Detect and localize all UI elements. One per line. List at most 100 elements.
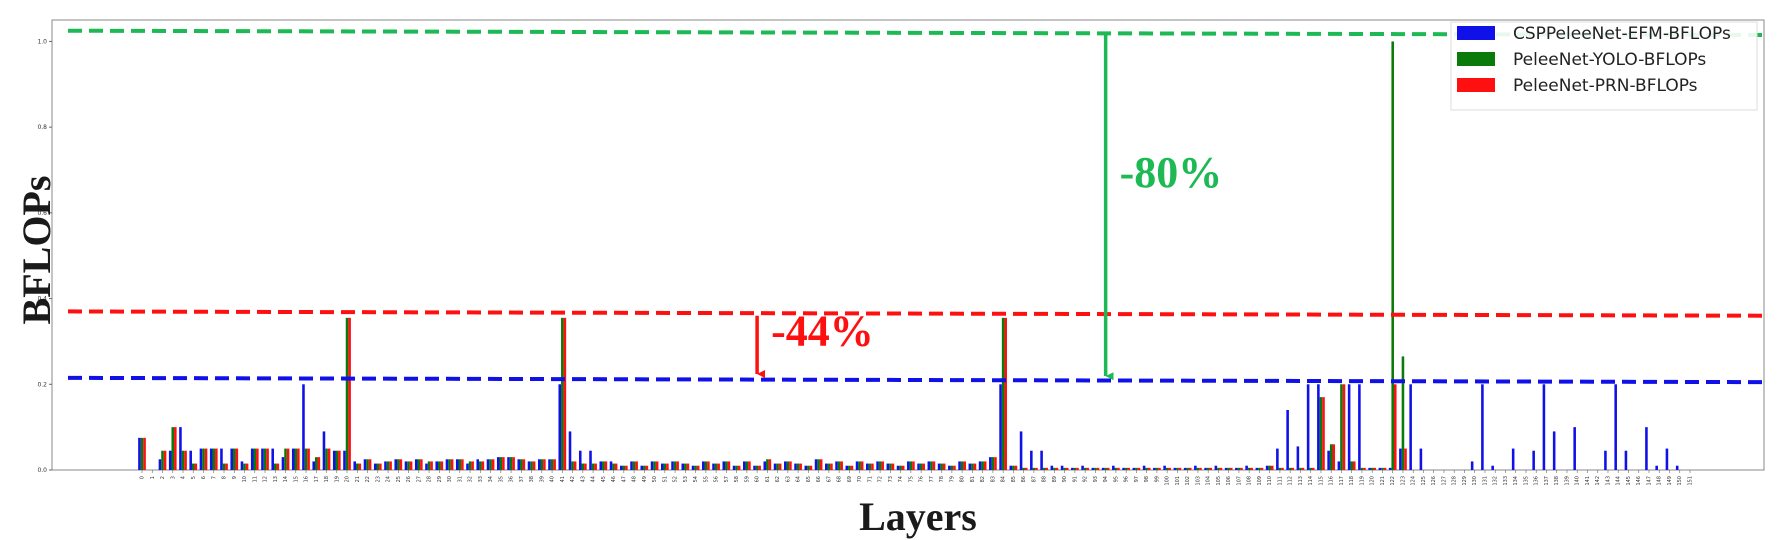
bar-CSPPeleeNet-EFM-BFLOPs-50 bbox=[650, 461, 654, 470]
bar-PeleeNet-YOLO-BFLOPs-30 bbox=[448, 459, 451, 470]
bar-PeleeNet-PRN-BFLOPs-23 bbox=[379, 463, 382, 470]
bar-PeleeNet-PRN-BFLOPs-40 bbox=[553, 459, 556, 470]
bar-PeleeNet-PRN-BFLOPs-122 bbox=[1393, 384, 1397, 470]
x-tick-label: 79 bbox=[949, 476, 955, 482]
x-tick-label: 145 bbox=[1626, 476, 1632, 486]
bar-PeleeNet-PRN-BFLOPs-10 bbox=[245, 463, 249, 470]
legend-swatch bbox=[1457, 78, 1495, 92]
bar-PeleeNet-YOLO-BFLOPs-10 bbox=[243, 463, 246, 470]
bar-PeleeNet-PRN-BFLOPs-111 bbox=[1281, 467, 1284, 470]
bar-CSPPeleeNet-EFM-BFLOPs-42 bbox=[568, 431, 572, 470]
bar-PeleeNet-YOLO-BFLOPs-39 bbox=[540, 459, 544, 470]
bar-PeleeNet-YOLO-BFLOPs-13 bbox=[273, 463, 277, 470]
x-tick-label: 19 bbox=[334, 476, 340, 482]
bar-PeleeNet-YOLO-BFLOPs-99 bbox=[1155, 467, 1159, 470]
bar-PeleeNet-PRN-BFLOPs-85 bbox=[1014, 465, 1018, 470]
bar-PeleeNet-YOLO-BFLOPs-41 bbox=[561, 317, 564, 470]
x-tick-label: 95 bbox=[1113, 476, 1119, 482]
bar-CSPPeleeNet-EFM-BFLOPs-118 bbox=[1347, 384, 1351, 470]
bar-PeleeNet-YOLO-BFLOPs-12 bbox=[263, 448, 267, 470]
bar-CSPPeleeNet-EFM-BFLOPs-30 bbox=[445, 459, 449, 470]
bar-PeleeNet-PRN-BFLOPs-60 bbox=[758, 465, 761, 470]
x-tick-label: 88 bbox=[1042, 476, 1048, 482]
bar-CSPPeleeNet-EFM-BFLOPs-72 bbox=[876, 461, 879, 470]
bar-PeleeNet-PRN-BFLOPs-58 bbox=[737, 465, 741, 470]
bar-CSPPeleeNet-EFM-BFLOPs-101 bbox=[1173, 467, 1177, 470]
bar-CSPPeleeNet-EFM-BFLOPs-95 bbox=[1112, 465, 1115, 470]
bar-PeleeNet-PRN-BFLOPs-74 bbox=[901, 465, 905, 470]
x-tick-label: 81 bbox=[970, 476, 976, 482]
legend-box bbox=[1450, 21, 1758, 111]
bar-PeleeNet-YOLO-BFLOPs-44 bbox=[591, 463, 595, 470]
bar-PeleeNet-PRN-BFLOPs-26 bbox=[409, 461, 413, 470]
bar-CSPPeleeNet-EFM-BFLOPs-137 bbox=[1542, 384, 1546, 470]
bar-PeleeNet-PRN-BFLOPs-34 bbox=[491, 459, 495, 470]
x-tick-label: 132 bbox=[1493, 476, 1499, 486]
bar-PeleeNet-PRN-BFLOPs-38 bbox=[532, 461, 536, 470]
bar-PeleeNet-YOLO-BFLOPs-35 bbox=[499, 457, 503, 470]
x-tick-label: 1 bbox=[150, 476, 156, 479]
x-tick-label: 41 bbox=[560, 476, 566, 482]
x-tick-label: 73 bbox=[888, 476, 894, 482]
bar-PeleeNet-YOLO-BFLOPs-79 bbox=[950, 465, 954, 470]
x-tick-label: 107 bbox=[1236, 476, 1242, 486]
x-tick-label: 111 bbox=[1277, 476, 1283, 486]
bar-PeleeNet-PRN-BFLOPs-43 bbox=[584, 463, 587, 470]
x-tick-label: 42 bbox=[570, 476, 576, 482]
x-tick-label: 142 bbox=[1595, 476, 1601, 486]
bar-PeleeNet-YOLO-BFLOPs-48 bbox=[632, 461, 636, 470]
bar-CSPPeleeNet-EFM-BFLOPs-63 bbox=[784, 461, 787, 470]
bar-PeleeNet-YOLO-BFLOPs-60 bbox=[755, 465, 759, 470]
bar-PeleeNet-PRN-BFLOPs-56 bbox=[717, 463, 720, 470]
bar-PeleeNet-YOLO-BFLOPs-67 bbox=[827, 463, 831, 470]
bar-PeleeNet-YOLO-BFLOPs-2 bbox=[161, 450, 164, 470]
bar-PeleeNet-PRN-BFLOPs-100 bbox=[1168, 467, 1172, 470]
bar-CSPPeleeNet-EFM-BFLOPs-91 bbox=[1071, 467, 1074, 470]
bar-CSPPeleeNet-EFM-BFLOPs-92 bbox=[1081, 465, 1084, 470]
x-tick-label: 135 bbox=[1523, 476, 1529, 486]
bar-PeleeNet-PRN-BFLOPs-18 bbox=[327, 448, 331, 470]
bar-PeleeNet-YOLO-BFLOPs-34 bbox=[489, 459, 492, 470]
x-tick-label: 151 bbox=[1688, 476, 1694, 486]
bar-CSPPeleeNet-EFM-BFLOPs-115 bbox=[1317, 384, 1320, 470]
bar-CSPPeleeNet-EFM-BFLOPs-132 bbox=[1491, 465, 1494, 470]
x-tick-label: 108 bbox=[1247, 476, 1253, 486]
x-tick-label: 31 bbox=[457, 476, 463, 482]
bar-PeleeNet-PRN-BFLOPs-57 bbox=[727, 461, 731, 470]
bar-PeleeNet-YOLO-BFLOPs-107 bbox=[1237, 467, 1241, 470]
x-tick-label: 124 bbox=[1411, 476, 1417, 486]
bar-PeleeNet-YOLO-BFLOPs-77 bbox=[930, 461, 933, 470]
bar-PeleeNet-PRN-BFLOPs-30 bbox=[450, 459, 454, 470]
bar-CSPPeleeNet-EFM-BFLOPs-113 bbox=[1296, 446, 1300, 470]
bar-PeleeNet-PRN-BFLOPs-63 bbox=[789, 461, 792, 470]
bar-PeleeNet-YOLO-BFLOPs-29 bbox=[438, 461, 441, 470]
x-tick-label: 139 bbox=[1564, 476, 1570, 486]
bar-PeleeNet-YOLO-BFLOPs-32 bbox=[468, 461, 472, 470]
bar-PeleeNet-PRN-BFLOPs-87 bbox=[1035, 467, 1038, 470]
bar-PeleeNet-YOLO-BFLOPs-120 bbox=[1370, 467, 1374, 470]
bar-CSPPeleeNet-EFM-BFLOPs-24 bbox=[384, 461, 387, 470]
bar-PeleeNet-YOLO-BFLOPs-4 bbox=[181, 450, 185, 470]
reference-line-PeleeNet-PRN-BFLOPs bbox=[67, 309, 1765, 318]
bar-PeleeNet-YOLO-BFLOPs-88 bbox=[1042, 467, 1046, 470]
bar-PeleeNet-PRN-BFLOPs-0 bbox=[143, 437, 146, 470]
bar-PeleeNet-YOLO-BFLOPs-45 bbox=[602, 461, 605, 470]
x-tick-label: 103 bbox=[1195, 476, 1201, 486]
bar-CSPPeleeNet-EFM-BFLOPs-111 bbox=[1276, 448, 1279, 470]
bar-PeleeNet-YOLO-BFLOPs-7 bbox=[212, 448, 216, 470]
bar-CSPPeleeNet-EFM-BFLOPs-144 bbox=[1614, 384, 1617, 470]
bar-PeleeNet-YOLO-BFLOPs-123 bbox=[1401, 356, 1405, 470]
x-tick-label: 149 bbox=[1667, 476, 1673, 486]
bar-PeleeNet-YOLO-BFLOPs-42 bbox=[571, 461, 574, 470]
x-tick-label: 147 bbox=[1646, 476, 1652, 486]
x-tick-label: 116 bbox=[1329, 476, 1335, 486]
x-tick-label: 9 bbox=[232, 476, 238, 479]
bar-PeleeNet-YOLO-BFLOPs-104 bbox=[1206, 467, 1210, 470]
bar-CSPPeleeNet-EFM-BFLOPs-5 bbox=[189, 450, 192, 470]
x-tick-label: 125 bbox=[1421, 476, 1427, 486]
bar-PeleeNet-PRN-BFLOPs-120 bbox=[1373, 467, 1377, 470]
bar-CSPPeleeNet-EFM-BFLOPs-60 bbox=[753, 465, 756, 470]
bar-PeleeNet-PRN-BFLOPs-65 bbox=[809, 465, 813, 470]
x-tick-labels: 0 1 2 3 4 5 6 7 8 9 10 11 12 13 14 15 16 17 18 19 20 21 22 23 24… bbox=[140, 470, 1694, 486]
x-tick-label: 102 bbox=[1185, 476, 1191, 486]
